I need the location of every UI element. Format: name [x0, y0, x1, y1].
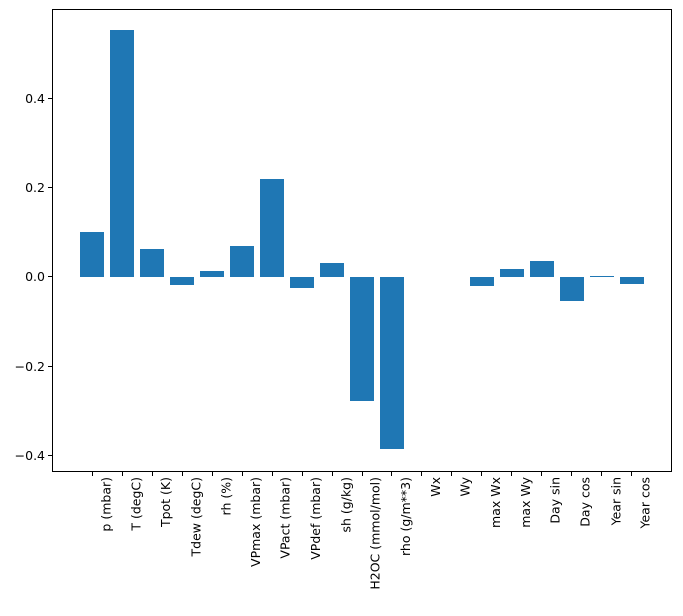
x-tick-mark: [481, 472, 483, 476]
x-tick-mark: [391, 472, 393, 476]
x-tick-label: VPmax (mbar): [248, 477, 264, 567]
x-tick-label: T (degC): [128, 477, 144, 531]
bar: [80, 232, 105, 277]
x-tick-mark: [361, 472, 363, 476]
bar: [350, 276, 374, 401]
y-tick-mark: [48, 97, 52, 99]
bar: [260, 179, 285, 277]
x-tick-mark: [211, 472, 213, 476]
x-tick-label: Year cos: [637, 477, 653, 529]
bar: [230, 246, 255, 277]
bar: [200, 271, 225, 277]
bar: [529, 261, 554, 277]
bar: [110, 30, 135, 277]
x-tick-label: Wx: [427, 477, 443, 497]
plot-area: [52, 9, 672, 472]
x-tick-mark: [631, 472, 633, 476]
x-tick-label: Year sin: [607, 477, 623, 526]
bar: [559, 276, 584, 301]
x-tick-label: p (mbar): [98, 477, 114, 532]
bar: [320, 262, 345, 277]
bar: [589, 275, 614, 277]
y-tick-label: −0.4: [14, 447, 45, 463]
y-tick-label: 0.4: [25, 90, 45, 106]
y-tick-label: 0.0: [25, 269, 45, 285]
x-tick-label: rh (%): [218, 477, 234, 516]
bar: [469, 276, 494, 287]
x-tick-mark: [241, 472, 243, 476]
x-tick-mark: [91, 472, 93, 476]
bar: [499, 269, 524, 277]
x-tick-label: VPdef (mbar): [308, 477, 324, 560]
x-tick-label: max Wy: [517, 477, 533, 528]
x-tick-label: rho (g/m**3): [397, 477, 413, 556]
x-tick-mark: [511, 472, 513, 476]
y-tick-mark: [48, 454, 52, 456]
x-tick-mark: [331, 472, 333, 476]
x-tick-mark: [601, 472, 603, 476]
bar: [170, 276, 195, 285]
y-tick-mark: [48, 187, 52, 189]
x-tick-label: H2OC (mmol/mol): [368, 477, 383, 590]
bar: [379, 276, 404, 449]
x-tick-label: Day cos: [577, 477, 593, 527]
x-tick-label: Tpot (K): [158, 477, 174, 528]
y-tick-mark: [48, 365, 52, 367]
bar: [290, 276, 315, 289]
bar: [140, 248, 165, 277]
x-tick-label: Day sin: [547, 477, 563, 524]
y-tick-mark: [48, 276, 52, 278]
x-tick-label: max Wx: [487, 477, 503, 528]
x-tick-label: Wy: [457, 477, 473, 497]
x-tick-mark: [451, 472, 453, 476]
y-tick-label: −0.2: [14, 358, 45, 374]
bar: [619, 276, 644, 285]
x-tick-mark: [421, 472, 423, 476]
x-tick-label: Tdew (degC): [188, 477, 204, 557]
x-tick-mark: [541, 472, 543, 476]
x-tick-label: sh (g/kg): [338, 477, 354, 533]
x-tick-mark: [181, 472, 183, 476]
x-tick-label: VPact (mbar): [278, 477, 294, 559]
x-tick-mark: [151, 472, 153, 476]
x-tick-mark: [571, 472, 573, 476]
x-tick-mark: [121, 472, 123, 476]
x-tick-mark: [301, 472, 303, 476]
y-tick-label: 0.2: [25, 180, 45, 196]
x-tick-mark: [271, 472, 273, 476]
